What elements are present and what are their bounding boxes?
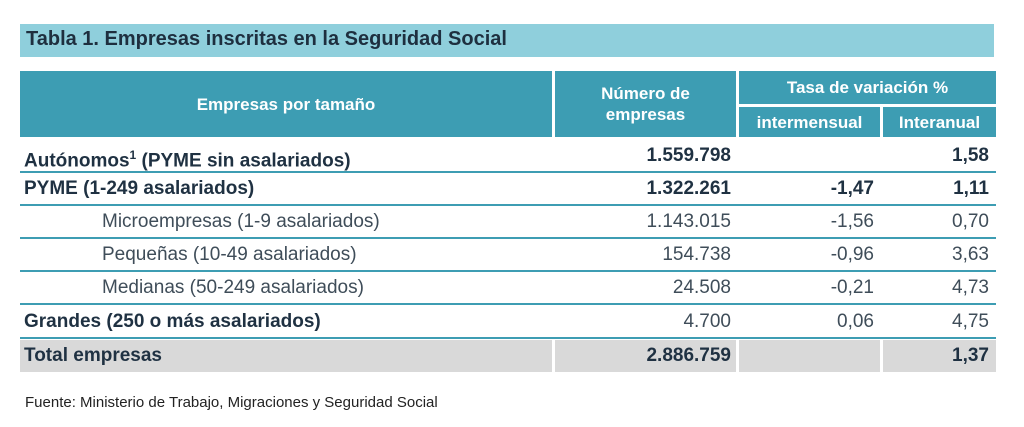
total-row: Total empresas 2.886.759 1,37 bbox=[20, 340, 996, 373]
row-monthly: -1,56 bbox=[830, 211, 874, 232]
row-label: Microempresas (1-9 asalariados) bbox=[102, 211, 380, 232]
row-yearly: 0,70 bbox=[952, 211, 989, 232]
header-count-line1: Número de bbox=[601, 84, 690, 103]
row-count: 154.738 bbox=[662, 244, 731, 265]
table-row: Microempresas (1-9 asalariados) 1.143.01… bbox=[20, 206, 996, 239]
header-size: Empresas por tamaño bbox=[20, 71, 552, 137]
header-rate: Tasa de variación % bbox=[739, 71, 996, 104]
table-row: PYME (1-249 asalariados) 1.322.261 -1,47… bbox=[20, 173, 996, 206]
header-size-label: Empresas por tamaño bbox=[196, 94, 376, 114]
total-bg-count bbox=[555, 340, 736, 372]
row-count: 1.143.015 bbox=[646, 211, 731, 232]
table-row: Medianas (50-249 asalariados) 24.508 -0,… bbox=[20, 272, 996, 305]
row-divider bbox=[20, 171, 996, 173]
row-divider bbox=[20, 303, 996, 305]
row-divider bbox=[20, 204, 996, 206]
row-monthly: -0,96 bbox=[830, 244, 874, 265]
row-label: Pequeñas (10-49 asalariados) bbox=[102, 244, 357, 265]
header-monthly-label: intermensual bbox=[756, 112, 863, 132]
row-label: Autónomos1 (PYME sin asalariados) bbox=[24, 148, 351, 172]
row-divider bbox=[20, 337, 996, 339]
row-count: 1.322.261 bbox=[646, 178, 731, 199]
row-yearly: 1,11 bbox=[953, 178, 989, 199]
row-count: 1.559.798 bbox=[646, 145, 731, 166]
row-monthly: -0,21 bbox=[830, 277, 874, 298]
header-count: Número de empresas bbox=[555, 71, 736, 137]
row-monthly: -1,47 bbox=[830, 178, 874, 199]
row-label: Total empresas bbox=[24, 345, 162, 366]
row-label: PYME (1-249 asalariados) bbox=[24, 178, 255, 199]
row-yearly: 1,58 bbox=[952, 145, 989, 166]
row-yearly: 1,37 bbox=[952, 345, 989, 366]
header-monthly: intermensual bbox=[739, 107, 880, 137]
row-divider bbox=[20, 237, 996, 239]
header-yearly-label: Interanual bbox=[898, 112, 981, 132]
row-monthly: 0,06 bbox=[837, 311, 874, 332]
row-count: 24.508 bbox=[672, 277, 731, 298]
table-row: Pequeñas (10-49 asalariados) 154.738 -0,… bbox=[20, 239, 996, 272]
source-note: Fuente: Ministerio de Trabajo, Migracion… bbox=[25, 394, 438, 411]
total-bg-monthly bbox=[739, 340, 880, 372]
row-count: 4.700 bbox=[683, 311, 731, 332]
table-title-bar: Tabla 1. Empresas inscritas en la Seguri… bbox=[20, 24, 994, 57]
header-rate-label: Tasa de variación % bbox=[786, 78, 949, 97]
table-row: Grandes (250 o más asalariados) 4.700 0,… bbox=[20, 306, 996, 339]
total-bg-label bbox=[20, 340, 552, 372]
row-yearly: 3,63 bbox=[952, 244, 989, 265]
row-count: 2.886.759 bbox=[646, 345, 731, 366]
row-label: Grandes (250 o más asalariados) bbox=[24, 311, 321, 332]
row-label: Medianas (50-249 asalariados) bbox=[102, 277, 364, 298]
total-bg-yearly bbox=[883, 340, 996, 372]
header-yearly: Interanual bbox=[883, 107, 996, 137]
header-count-line2: empresas bbox=[605, 105, 686, 124]
row-yearly: 4,75 bbox=[952, 311, 989, 332]
table-row: Autónomos1 (PYME sin asalariados) 1.559.… bbox=[20, 140, 996, 173]
row-divider bbox=[20, 270, 996, 272]
table-title: Tabla 1. Empresas inscritas en la Seguri… bbox=[26, 28, 507, 50]
row-yearly: 4,73 bbox=[952, 277, 989, 298]
